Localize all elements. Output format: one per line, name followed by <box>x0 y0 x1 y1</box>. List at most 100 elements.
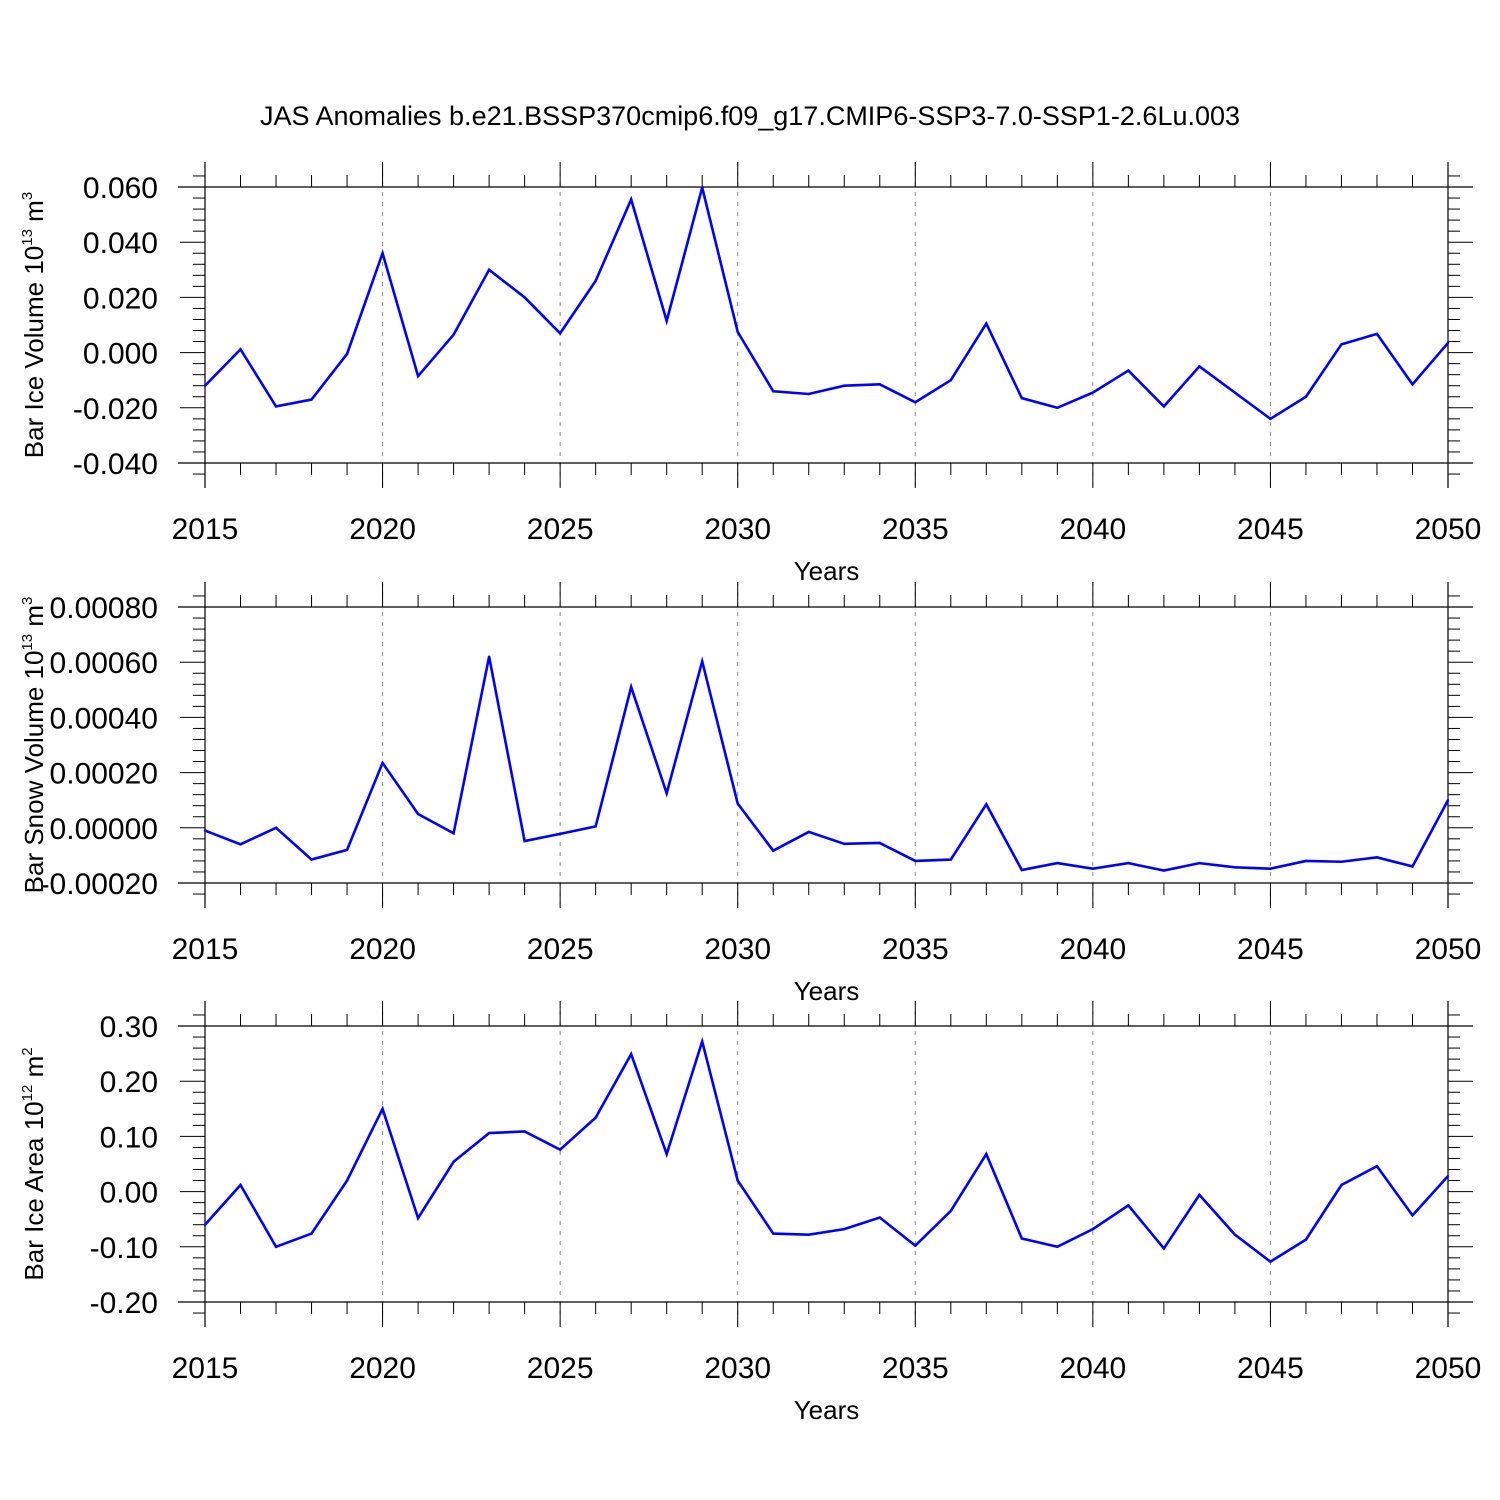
x-tick-label: 2045 <box>1237 513 1304 546</box>
y-tick-label: 0.00060 <box>50 647 158 680</box>
data-series-line <box>204 1036 1449 1264</box>
data-point <box>736 802 739 805</box>
x-tick-label: 2045 <box>1237 933 1304 966</box>
y-tick-label: 0.30 <box>100 1011 158 1044</box>
data-point <box>1198 365 1201 368</box>
y-axis-label-text: Bar Snow Volume 10 <box>19 651 49 894</box>
data-point <box>416 1216 420 1220</box>
data-point <box>310 398 313 401</box>
y-axis-label-unit: m <box>19 605 49 634</box>
data-point <box>914 401 917 404</box>
data-point <box>1411 865 1414 868</box>
x-tick-label: 2030 <box>704 933 771 966</box>
data-point <box>1020 1237 1024 1240</box>
plots-container: -0.040 -0.020 0.000 0.020 0.040 0.060 2015 2020… <box>19 162 1481 1425</box>
data-point <box>345 1179 349 1182</box>
y-tick-label: 0.00000 <box>50 813 158 846</box>
data-point <box>843 384 846 387</box>
data-point <box>629 1052 633 1056</box>
data-point <box>1340 860 1343 863</box>
data-point <box>452 1160 455 1163</box>
data-point <box>665 792 668 795</box>
data-point <box>878 383 881 386</box>
x-tick-label: 2020 <box>349 933 416 966</box>
data-point <box>558 332 562 335</box>
data-point <box>594 1116 597 1119</box>
data-point <box>949 858 952 861</box>
data-point <box>701 186 704 189</box>
data-point <box>1340 1183 1343 1187</box>
data-point <box>310 1232 313 1235</box>
data-point <box>772 390 775 393</box>
y-tick-label: 0.000 <box>83 338 158 371</box>
data-point <box>1233 391 1237 394</box>
data-point <box>558 832 562 836</box>
data-point <box>1198 1193 1201 1197</box>
data-point <box>1020 868 1024 872</box>
data-point <box>807 830 810 834</box>
data-point <box>1411 1214 1414 1217</box>
x-axis-label: Years <box>794 1395 860 1425</box>
x-tick-label: 2025 <box>527 933 594 966</box>
y-axis-label-unit-exponent: 2 <box>19 1047 36 1055</box>
y-tick-label: 0.040 <box>83 227 158 260</box>
x-tick-label: 2030 <box>704 513 771 546</box>
y-tick-label: 0.00040 <box>50 702 158 735</box>
data-point <box>878 1216 881 1219</box>
y-axis-label-unit: m <box>19 1056 49 1085</box>
data-point <box>1304 395 1308 398</box>
data-point <box>1056 406 1059 409</box>
data-point <box>985 1152 988 1156</box>
data-point <box>1340 343 1343 346</box>
y-axis-label-text: Bar Ice Volume 10 <box>19 246 49 458</box>
x-tick-label: 2050 <box>1415 933 1482 966</box>
x-tick-label: 2015 <box>172 1352 239 1385</box>
data-point <box>523 296 526 299</box>
data-point <box>665 319 668 323</box>
data-point <box>629 198 633 201</box>
x-tick-label: 2025 <box>527 1352 594 1385</box>
data-point <box>416 374 420 378</box>
y-axis-label-unit-exponent: 3 <box>19 597 36 605</box>
data-point <box>1269 1260 1272 1263</box>
data-point <box>1304 1238 1308 1241</box>
data-point <box>381 761 384 765</box>
y-axis-label-unit-exponent: 3 <box>19 192 36 200</box>
y-axis-label: Bar Ice Area 1012 m2 <box>19 1047 49 1280</box>
data-point <box>1375 856 1379 859</box>
data-point <box>239 348 242 351</box>
data-point <box>1127 369 1130 372</box>
data-point <box>487 268 491 271</box>
data-point <box>701 660 704 663</box>
data-point <box>1375 332 1379 336</box>
x-tick-label: 2040 <box>1059 513 1126 546</box>
data-point <box>878 841 881 845</box>
panel-bar-ice-volume: -0.040 -0.020 0.000 0.020 0.040 0.060 2015 2020… <box>19 162 1481 586</box>
data-point <box>1127 861 1130 865</box>
y-axis-label-text: Bar Ice Area 10 <box>19 1101 49 1280</box>
x-axis-label: Years <box>794 556 860 586</box>
x-tick-label: 2035 <box>882 933 949 966</box>
data-point <box>629 685 633 689</box>
data-point <box>1375 1165 1379 1168</box>
data-point <box>381 252 384 255</box>
x-tick-label: 2035 <box>882 513 949 546</box>
data-point <box>1091 391 1095 394</box>
data-point <box>701 1040 704 1043</box>
data-point <box>239 843 242 846</box>
data-point <box>452 832 455 835</box>
data-point <box>239 1183 242 1187</box>
data-series-line <box>204 656 1450 872</box>
data-point <box>1162 869 1166 872</box>
data-point <box>1198 861 1201 865</box>
y-tick-label: 0.020 <box>83 282 158 315</box>
data-point <box>310 858 313 861</box>
x-tick-label: 2030 <box>704 1352 771 1385</box>
data-point <box>523 1130 526 1133</box>
x-axis-label: Years <box>794 976 860 1006</box>
data-point <box>1233 1233 1237 1236</box>
data-point <box>274 1245 278 1249</box>
data-point <box>772 849 775 852</box>
data-point <box>1020 396 1024 400</box>
